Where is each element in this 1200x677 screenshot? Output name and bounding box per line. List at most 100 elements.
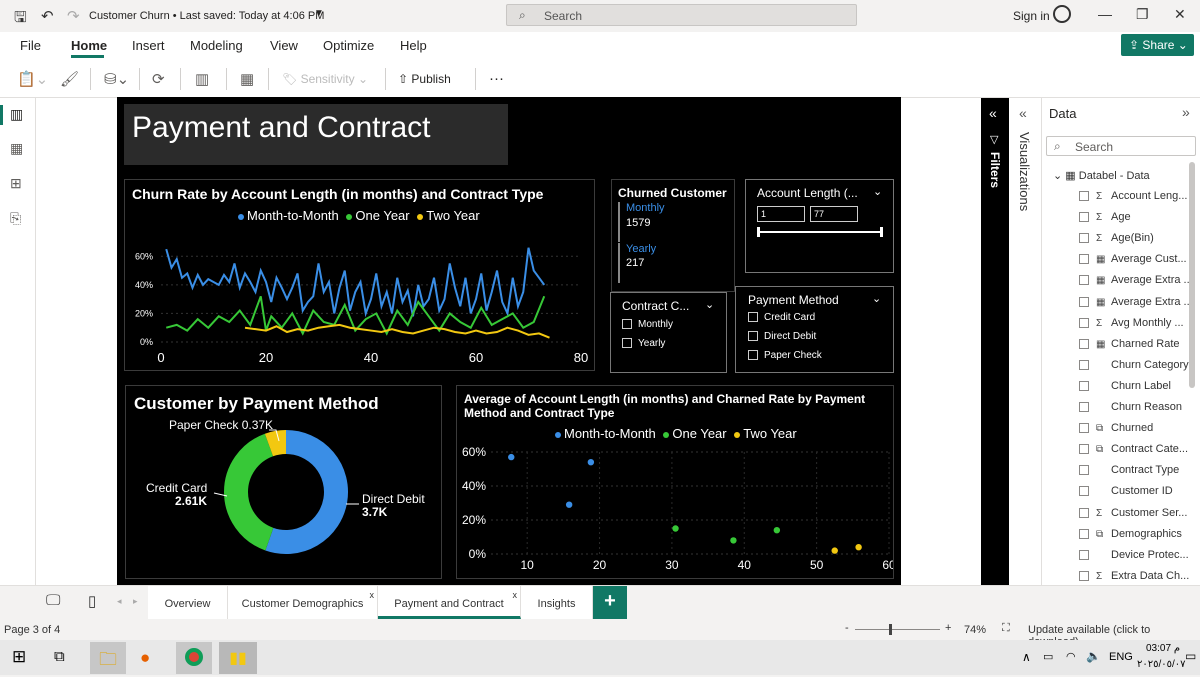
clock-time[interactable]: 03:07 م (1146, 643, 1181, 654)
chevron-down-icon[interactable]: ⌄ (872, 293, 882, 305)
scatter-chart-visual[interactable]: Average of Account Length (in months) an… (456, 385, 894, 579)
file-explorer-icon[interactable]: 🗀 (90, 642, 126, 674)
menu-help[interactable]: Help (400, 38, 427, 53)
field-checkbox[interactable] (1079, 570, 1089, 581)
data-field[interactable]: Churn Category (1079, 359, 1189, 371)
save-icon[interactable]: 🖫 (14, 9, 27, 26)
chrome-icon[interactable] (176, 642, 212, 674)
format-painter-icon[interactable]: 🖌 (60, 71, 80, 88)
slicer-max-input[interactable]: 77 (810, 206, 858, 222)
data-field[interactable]: Σ Account Leng... (1079, 190, 1187, 202)
tab-overview[interactable]: Overview (148, 586, 228, 619)
tab-scroll-right-icon[interactable]: ▸ (133, 596, 138, 606)
model-view-icon[interactable]: ⊞ (10, 175, 22, 191)
chevron-down-icon[interactable]: ⌄ (705, 299, 715, 311)
battery-icon[interactable]: ▭ (1043, 651, 1054, 663)
tab-payment-and-contract[interactable]: Payment and Contract x (378, 586, 521, 619)
collapse-filters-icon[interactable]: « (989, 105, 997, 121)
chevron-down-icon[interactable]: ⌄ (1053, 170, 1063, 182)
menu-insert[interactable]: Insert (132, 38, 165, 53)
line-chart-visual[interactable]: Churn Rate by Account Length (in months)… (124, 179, 595, 371)
field-checkbox[interactable] (1079, 296, 1089, 307)
more-options-icon[interactable]: ··· (489, 70, 504, 87)
field-checkbox[interactable] (1079, 423, 1089, 434)
wifi-icon[interactable]: ◠ (1066, 651, 1076, 663)
notifications-icon[interactable]: ▭ (1185, 649, 1197, 663)
menu-home[interactable]: Home (71, 38, 108, 53)
filters-pane[interactable]: « ▽ Filters (981, 98, 1009, 585)
mobile-layout-icon[interactable]: ▯ (88, 593, 97, 610)
field-checkbox[interactable] (1079, 444, 1089, 455)
field-checkbox[interactable] (1079, 317, 1089, 328)
field-checkbox[interactable] (1079, 254, 1089, 265)
data-field[interactable]: Σ Age (1079, 211, 1131, 223)
field-checkbox[interactable] (1079, 465, 1089, 476)
paste-icon[interactable]: 📋⌄ (17, 71, 49, 88)
data-field[interactable]: ▦ Charned Rate (1079, 338, 1180, 350)
zoom-slider-thumb[interactable] (889, 624, 893, 635)
zoom-out-icon[interactable]: - (845, 622, 849, 634)
redo-icon[interactable]: ↷ (67, 8, 80, 25)
task-view-icon[interactable]: ⧉ (54, 648, 65, 665)
data-field[interactable]: Σ Customer Ser... (1079, 507, 1187, 519)
data-field[interactable]: ▦ Average Extra ... (1079, 296, 1193, 308)
sensitivity-button[interactable]: 🏷 Sensitivity ⌄ (282, 72, 368, 86)
filters-label[interactable]: Filters (988, 152, 1002, 189)
field-checkbox[interactable] (1079, 233, 1089, 244)
field-checkbox[interactable] (1079, 191, 1089, 202)
sign-in-link[interactable]: Sign in (1013, 9, 1050, 23)
zoom-slider-track[interactable] (855, 629, 940, 630)
menu-file[interactable]: File (20, 38, 41, 53)
chevron-down-icon[interactable]: ▼ (314, 8, 324, 19)
contract-option-monthly[interactable]: Monthly (622, 319, 673, 330)
payment-option-paper-check[interactable]: Paper Check (748, 350, 822, 361)
fit-to-page-icon[interactable]: ⛶ (1002, 622, 1010, 634)
field-checkbox[interactable] (1079, 212, 1089, 223)
churned-customer-card[interactable]: Churned Customer Monthly 1579 Yearly 217 (611, 179, 735, 292)
firefox-icon[interactable]: ● (140, 648, 151, 667)
menu-modeling[interactable]: Modeling (190, 38, 243, 53)
tab-scroll-left-icon[interactable]: ◂ (117, 596, 122, 606)
volume-icon[interactable]: 🔈 (1086, 649, 1101, 663)
data-field[interactable]: Σ Extra Data Ch... (1079, 570, 1189, 582)
refresh-icon[interactable]: ⟳ (152, 71, 165, 88)
restore-icon[interactable]: ❐ (1136, 6, 1149, 22)
minimize-icon[interactable]: — (1098, 6, 1112, 22)
field-checkbox[interactable] (1079, 528, 1089, 539)
menu-optimize[interactable]: Optimize (323, 38, 375, 53)
field-checkbox[interactable] (1079, 486, 1089, 497)
desktop-layout-icon[interactable]: 🖵 (46, 592, 61, 609)
undo-icon[interactable]: ↶ (41, 8, 54, 25)
zoom-in-icon[interactable]: + (945, 622, 952, 634)
calculator-icon[interactable]: ▦ (240, 71, 255, 88)
slicer-handle-max[interactable] (880, 227, 883, 237)
user-avatar-icon[interactable] (1053, 5, 1071, 23)
data-search-input[interactable]: ⌕ Search (1046, 136, 1196, 156)
donut-chart-visual[interactable]: Customer by Payment Method Paper Check 0… (125, 385, 442, 579)
field-checkbox[interactable] (1079, 275, 1089, 286)
data-field[interactable]: ⧉ Demographics (1079, 528, 1182, 540)
close-icon[interactable]: ✕ (1174, 6, 1186, 22)
data-field[interactable]: Σ Age(Bin) (1079, 232, 1154, 244)
data-field[interactable]: Customer ID (1079, 485, 1173, 497)
windows-start-icon[interactable]: ⊞ (12, 647, 27, 666)
chevron-down-icon[interactable]: ⌄ (873, 186, 883, 198)
close-tab-icon[interactable]: x (512, 590, 518, 600)
contract-option-yearly[interactable]: Yearly (622, 338, 665, 349)
data-field[interactable]: ⧉ Churned (1079, 422, 1153, 434)
data-field[interactable]: ⧉ Contract Cate... (1079, 443, 1188, 455)
data-field[interactable]: ▦ Average Cust... (1079, 253, 1187, 265)
data-pane-scrollbar[interactable] (1189, 162, 1195, 388)
table-databel[interactable]: ⌄ ▦ Databel - Data (1053, 169, 1150, 182)
report-view-icon[interactable]: ▥ (10, 106, 24, 122)
data-field[interactable]: Contract Type (1079, 464, 1179, 476)
slicer-min-input[interactable]: 1 (757, 206, 805, 222)
field-checkbox[interactable] (1079, 549, 1089, 560)
tab-customer-demographics[interactable]: Customer Demographics x (228, 586, 378, 619)
account-length-slicer[interactable]: Account Length (... ⌄ 1 77 (745, 179, 894, 273)
menu-view[interactable]: View (270, 38, 298, 53)
table-view-icon[interactable]: ▦ (10, 140, 24, 156)
field-checkbox[interactable] (1079, 380, 1089, 391)
clock-date[interactable]: ٢٠٢٥/٠٥/٠٧ (1137, 659, 1186, 670)
dax-query-icon[interactable]: ⎘ (10, 210, 22, 226)
